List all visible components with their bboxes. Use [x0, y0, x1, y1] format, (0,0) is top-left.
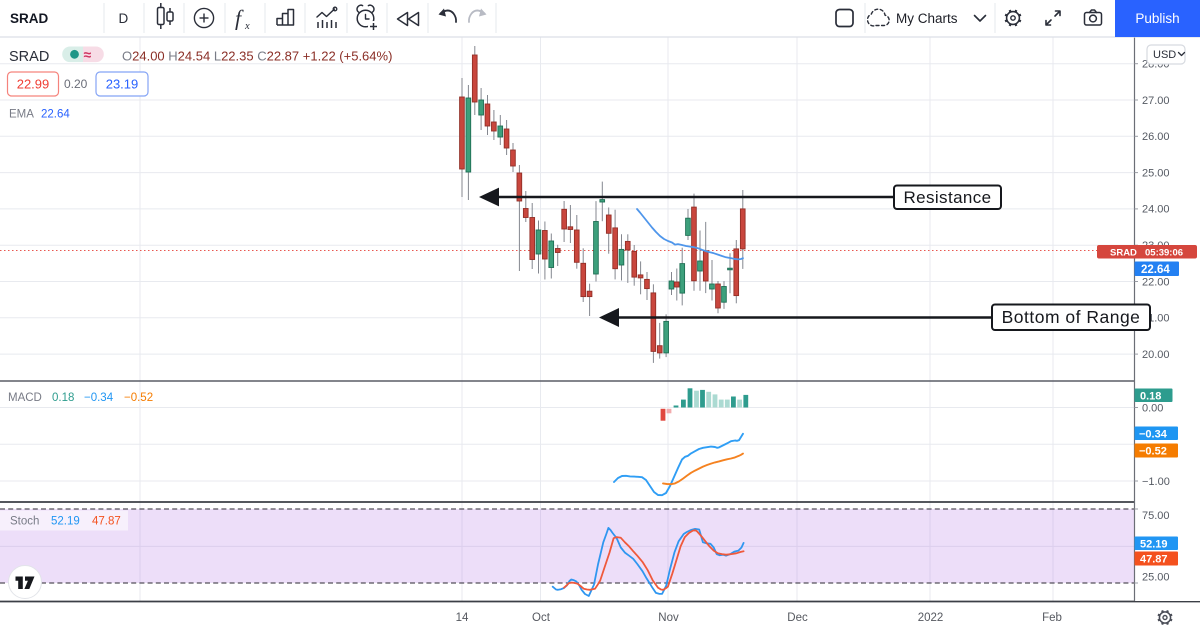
svg-text:05:39:06: 05:39:06	[1145, 248, 1183, 259]
svg-text:−0.52: −0.52	[1139, 446, 1167, 458]
svg-text:SRAD: SRAD	[1110, 248, 1137, 259]
svg-text:0.20: 0.20	[64, 77, 88, 91]
svg-text:Resistance: Resistance	[903, 188, 991, 207]
svg-text:47.87: 47.87	[92, 516, 121, 528]
svg-text:2022: 2022	[918, 612, 944, 624]
svg-text:Feb: Feb	[1042, 612, 1062, 624]
svg-text:24.00: 24.00	[1142, 204, 1170, 216]
svg-text:Bottom of Range: Bottom of Range	[1002, 307, 1141, 327]
svg-text:MACD: MACD	[8, 392, 42, 404]
svg-text:SRAD: SRAD	[9, 49, 49, 65]
svg-text:Publish: Publish	[1135, 11, 1179, 26]
svg-text:52.19: 52.19	[51, 516, 80, 528]
svg-text:75.00: 75.00	[1142, 510, 1170, 522]
svg-text:22.00: 22.00	[1142, 276, 1170, 288]
svg-text:0.00: 0.00	[1142, 402, 1163, 414]
svg-text:O24.00 H24.54 L22.35 C22.87 +1: O24.00 H24.54 L22.35 C22.87 +1.22 (+5.64…	[122, 49, 392, 64]
svg-text:≈: ≈	[84, 47, 92, 63]
svg-text:22.64: 22.64	[1141, 264, 1170, 276]
svg-text:−0.34: −0.34	[84, 392, 114, 404]
svg-text:23.19: 23.19	[106, 77, 139, 92]
svg-text:Dec: Dec	[787, 612, 808, 624]
svg-text:−0.34: −0.34	[1139, 428, 1168, 440]
svg-text:25.00: 25.00	[1142, 167, 1170, 179]
svg-text:SRAD: SRAD	[10, 11, 49, 26]
svg-text:52.19: 52.19	[1140, 538, 1168, 550]
svg-text:EMA: EMA	[9, 109, 34, 121]
svg-text:22.99: 22.99	[17, 77, 50, 92]
svg-text:27.00: 27.00	[1142, 95, 1170, 107]
svg-text:0.18: 0.18	[1140, 390, 1161, 402]
svg-text:−0.52: −0.52	[124, 392, 153, 404]
svg-text:f: f	[235, 6, 244, 31]
svg-text:25.00: 25.00	[1142, 571, 1170, 583]
svg-text:My Charts: My Charts	[896, 11, 958, 26]
svg-text:26.00: 26.00	[1142, 131, 1170, 143]
svg-text:14: 14	[456, 612, 469, 624]
svg-text:−1.00: −1.00	[1142, 476, 1170, 488]
svg-text:22.64: 22.64	[41, 109, 70, 121]
svg-text:0.18: 0.18	[52, 392, 74, 404]
svg-text:Oct: Oct	[532, 612, 551, 624]
svg-text:47.87: 47.87	[1140, 554, 1168, 566]
svg-text:D: D	[119, 11, 129, 26]
svg-text:Nov: Nov	[658, 612, 679, 624]
svg-text:USD: USD	[1153, 49, 1176, 61]
svg-text:20.00: 20.00	[1142, 349, 1170, 361]
svg-text:Stoch: Stoch	[10, 516, 39, 528]
svg-text:x: x	[244, 21, 250, 32]
